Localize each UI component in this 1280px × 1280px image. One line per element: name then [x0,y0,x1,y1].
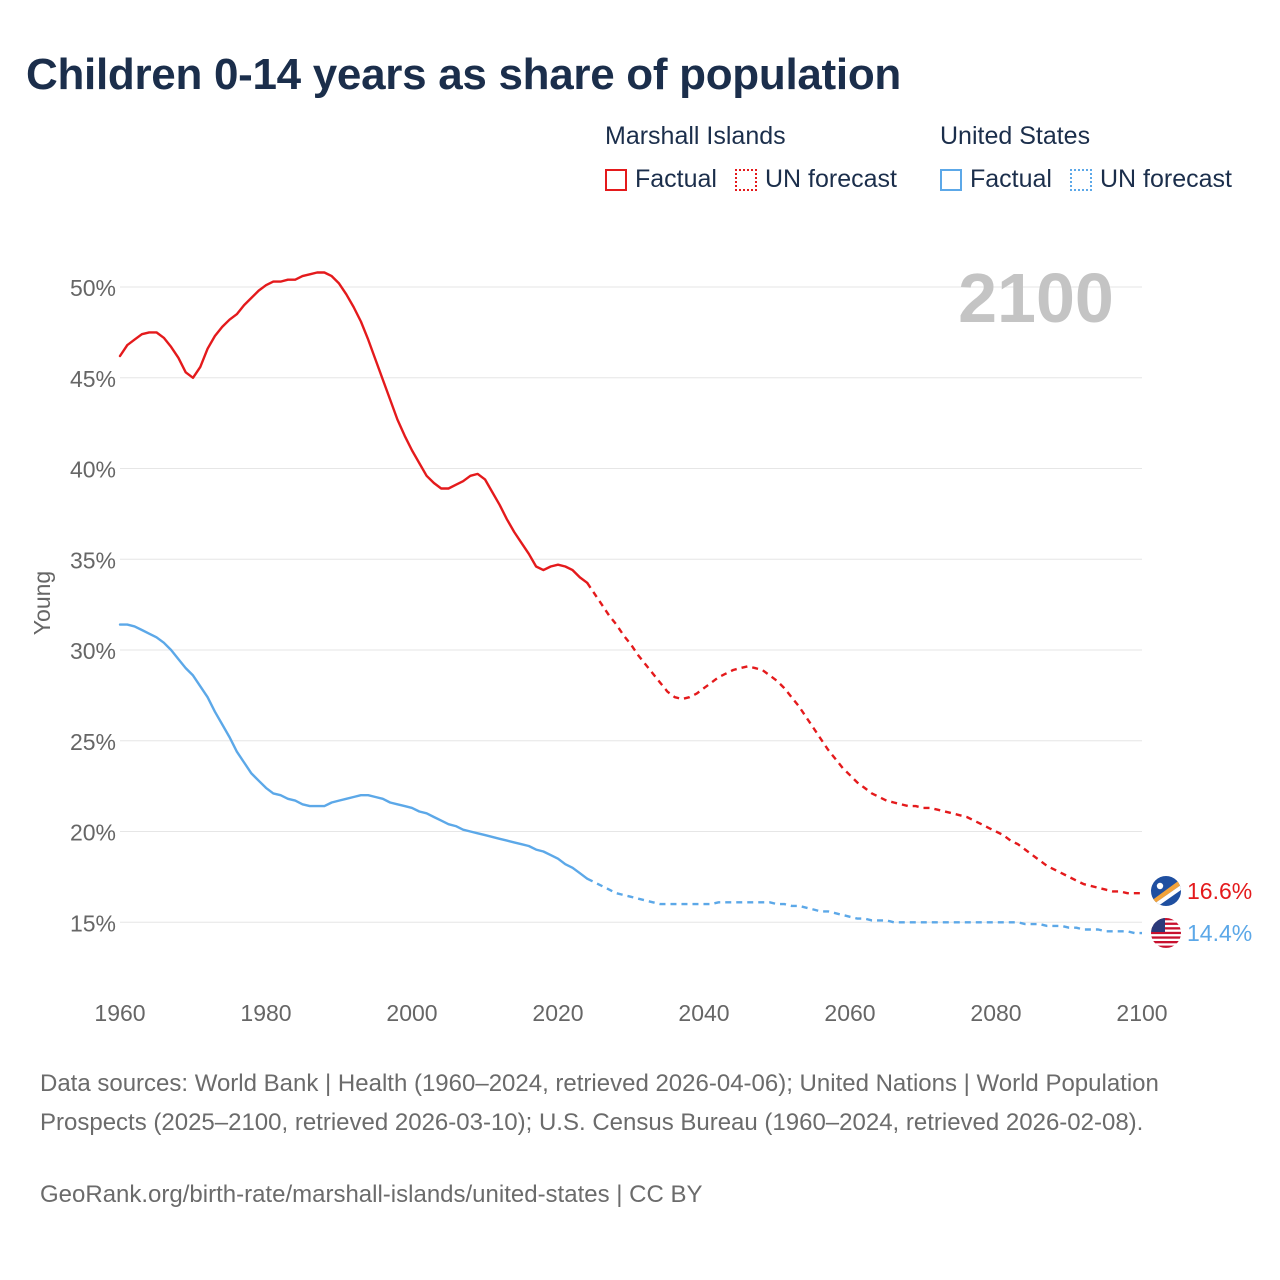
legend-label-forecast: UN forecast [1099,165,1232,193]
legend-marshall-islands: Marshall Islands Factual UN forecast [605,122,915,194]
x-tick-label: 1960 [94,1000,145,1026]
legend-united-states: United States Factual UN forecast [940,122,1250,194]
credit-link[interactable]: GeoRank.org/birth-rate/marshall-islands/… [40,1181,703,1208]
y-tick-label: 35% [70,547,116,573]
y-tick-label: 25% [70,729,116,755]
data-sources-text: Data sources: World Bank | Health (1960–… [40,1070,1159,1136]
legend-swatch-solid [605,168,627,191]
series-line-factual[interactable] [118,271,589,584]
series-line-forecast[interactable] [586,877,1142,935]
y-tick-label: 30% [70,638,116,664]
legend-label-factual: Factual [970,165,1052,193]
marshall-islands-flag-icon [1151,876,1181,906]
legend-swatch-solid [940,168,962,191]
legend-swatch-dotted [734,168,757,191]
year-overlay: 2100 [958,259,1114,337]
legend-swatch-dotted [1069,168,1092,191]
y-tick-label: 15% [70,910,116,936]
legend-item-forecast[interactable]: UN forecast [1069,165,1232,194]
y-tick-label: 40% [70,457,116,483]
x-tick-label: 1980 [240,1000,291,1026]
line-chart: 2100 Young 15% 20% 25% 30% 35% 40% 45% 50% 1960 1… [29,259,1252,1026]
end-value-label: 14.4% [1187,920,1252,946]
legend-item-forecast[interactable]: UN forecast [734,165,897,194]
series-line-forecast[interactable] [586,582,1142,895]
x-tick-label: 2020 [532,1000,583,1026]
y-tick-label: 50% [70,275,116,301]
legend-country-label: United States [940,122,1091,150]
y-tick-label: 45% [70,366,116,392]
series-line-factual[interactable] [118,623,589,880]
y-tick-label: 20% [70,820,116,846]
united-states-flag-icon [1151,918,1181,948]
x-tick-label: 2040 [678,1000,729,1026]
x-tick-label: 2060 [824,1000,875,1026]
x-tick-label: 2080 [970,1000,1021,1026]
legend-item-factual[interactable]: Factual [605,165,717,194]
y-axis-label: Young [29,571,55,635]
end-value-label: 16.6% [1187,878,1252,904]
x-tick-label: 2000 [386,1000,437,1026]
legend-item-factual[interactable]: Factual [940,165,1052,194]
legend-label-factual: Factual [635,165,717,193]
chart-title: Children 0-14 years as share of populati… [26,50,901,99]
legend-label-forecast: UN forecast [764,165,897,193]
x-tick-label: 2100 [1116,1000,1167,1026]
legend-country-label: Marshall Islands [605,122,786,150]
